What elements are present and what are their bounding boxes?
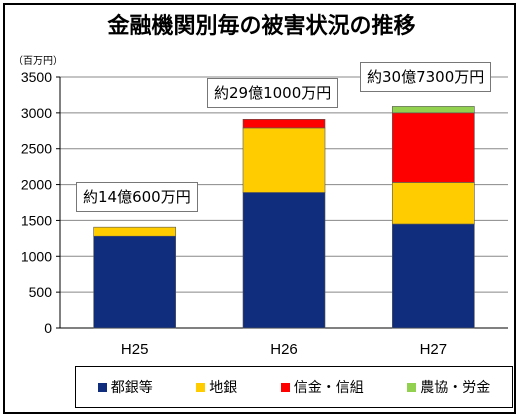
legend-label-toginto: 都銀等 (110, 380, 153, 396)
y-axis-unit: （百万円） (13, 56, 63, 67)
bar-h26-series-0 (242, 192, 326, 329)
y-tick-label: 0 (44, 320, 52, 336)
y-tick-label: 3000 (21, 105, 52, 121)
annotation-h25: 約14億600万円 (76, 182, 198, 212)
legend-label-chigin: 地銀 (209, 380, 238, 396)
y-tick-label: 1500 (21, 212, 52, 228)
y-tick-label: 500 (29, 284, 53, 300)
y-tick-label: 1000 (21, 248, 52, 264)
legend-item-shinkin: 信金・信組 (280, 377, 364, 397)
x-tick-label: H25 (121, 341, 149, 358)
legend-item-chigin: 地銀 (196, 377, 237, 397)
bar-h27-series-1 (392, 182, 475, 225)
y-tick-label: 3500 (21, 69, 52, 85)
bar-h27-series-2 (392, 112, 475, 183)
legend-label-shinkin: 信金・信組 (293, 380, 364, 396)
bar-h26-series-1 (242, 127, 326, 193)
chart-title: 金融機関別毎の被害状況の推移 (107, 14, 416, 39)
legend-swatch-chigin (196, 382, 206, 392)
legend-swatch-shinkin (280, 382, 290, 392)
bar-h25-series-1 (93, 226, 176, 237)
bar-h27-series-0 (392, 223, 475, 329)
x-tick-label: H27 (420, 341, 448, 358)
legend-swatch-nokyo (407, 382, 417, 392)
bar-h25-series-0 (93, 235, 176, 329)
y-tick-label: 2000 (21, 177, 52, 193)
annotation-h27: 約30億7300万円 (360, 62, 492, 92)
bar-h26-series-2 (242, 119, 326, 129)
annotation-h26: 約29億1000万円 (207, 78, 339, 108)
x-tick-label: H26 (270, 341, 298, 358)
legend: 都銀等 地銀 信金・信組 農協・労金 (75, 366, 513, 408)
legend-item-toginto: 都銀等 (97, 377, 153, 397)
y-tick-label: 2500 (21, 141, 52, 157)
legend-label-nokyo: 農協・労金 (420, 380, 491, 396)
bar-h27-series-3 (392, 106, 475, 114)
legend-item-nokyo: 農協・労金 (407, 377, 490, 397)
legend-swatch-toginto (97, 382, 107, 392)
